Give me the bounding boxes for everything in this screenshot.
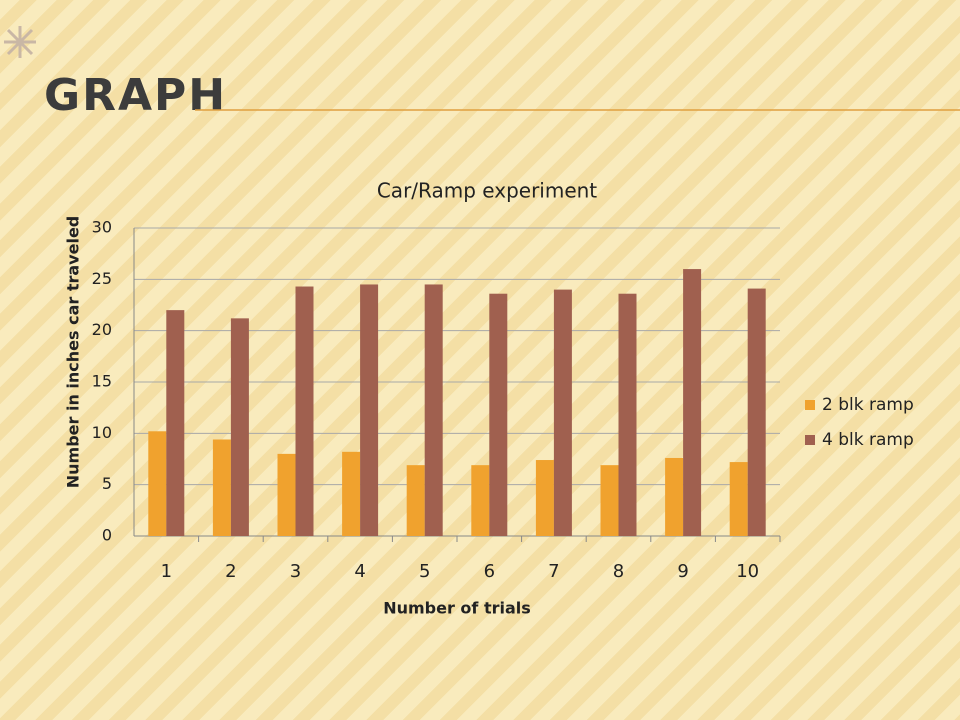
decor-star — [4, 26, 36, 58]
bar — [665, 457, 684, 536]
bar — [406, 465, 425, 536]
x-tick-label: 6 — [484, 561, 495, 582]
bar — [166, 310, 185, 536]
x-tick-label: 4 — [354, 561, 365, 582]
bar — [618, 293, 637, 536]
bar — [148, 431, 167, 536]
bar — [729, 462, 748, 536]
x-tick-label: 2 — [225, 561, 236, 582]
bar — [535, 460, 554, 536]
bar — [277, 453, 296, 536]
bar — [295, 286, 314, 536]
bar — [747, 288, 766, 536]
slide-title: GRAPH — [44, 70, 227, 121]
y-tick-label: 5 — [102, 474, 112, 493]
x-tick-label: 1 — [161, 561, 172, 582]
bar — [230, 318, 249, 536]
y-tick-label: 10 — [92, 423, 112, 442]
x-tick-label: 3 — [290, 561, 301, 582]
y-axis-title: Number in inches car traveled — [64, 216, 83, 489]
x-tick-label: 9 — [677, 561, 688, 582]
bar — [342, 451, 361, 536]
bar — [553, 289, 572, 536]
chart-title: Car/Ramp experiment — [377, 179, 597, 203]
x-tick-label: 7 — [548, 561, 559, 582]
x-tick-label: 5 — [419, 561, 430, 582]
bar — [212, 439, 231, 536]
bar — [424, 284, 443, 536]
x-axis-title: Number of trials — [383, 599, 531, 618]
x-tick-label: 10 — [736, 561, 759, 582]
legend-swatch — [805, 400, 815, 410]
legend-label: 4 blk ramp — [822, 430, 914, 450]
bar — [471, 465, 490, 536]
x-tick-label: 8 — [613, 561, 624, 582]
y-tick-label: 15 — [92, 372, 112, 391]
bar — [360, 284, 379, 536]
bar — [683, 269, 702, 536]
legend-swatch — [805, 435, 815, 445]
y-tick-label: 25 — [92, 269, 112, 288]
legend-label: 2 blk ramp — [822, 395, 914, 415]
y-tick-label: 0 — [102, 526, 112, 545]
y-tick-label: 30 — [92, 218, 112, 237]
y-tick-label: 20 — [92, 320, 112, 339]
bar — [600, 465, 619, 536]
bar — [489, 293, 508, 536]
